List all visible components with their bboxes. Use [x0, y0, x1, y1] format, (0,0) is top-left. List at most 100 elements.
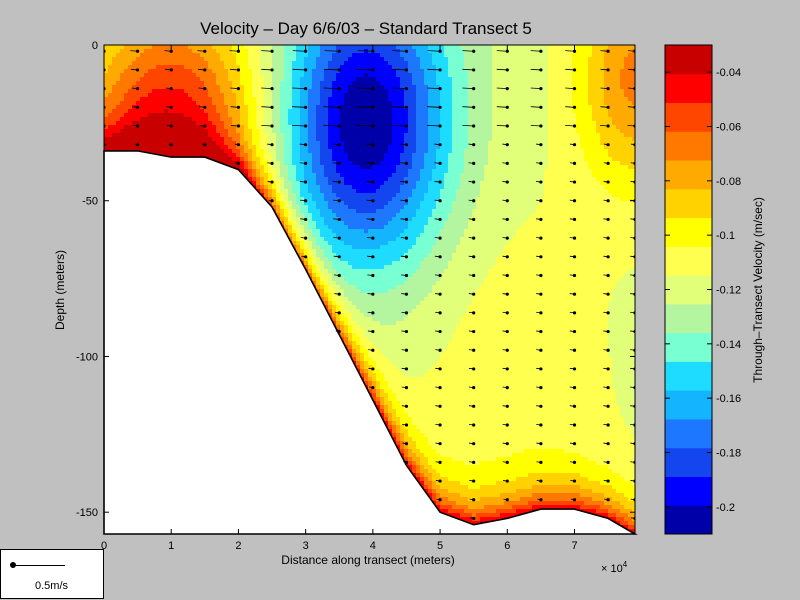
velocity-cell [248, 141, 253, 146]
velocity-cell [156, 145, 161, 150]
velocity-cell [108, 141, 113, 146]
velocity-cell [116, 109, 121, 114]
velocity-cell [208, 133, 213, 138]
velocity-cell [192, 57, 197, 62]
velocity-cell [104, 97, 109, 102]
velocity-cell [224, 137, 229, 142]
velocity-cell [208, 53, 213, 58]
velocity-cell [256, 57, 261, 62]
velocity-cell [172, 145, 177, 150]
velocity-cell [188, 105, 193, 110]
velocity-cell [204, 77, 209, 82]
velocity-cell [232, 97, 237, 102]
velocity-cell [252, 161, 257, 166]
velocity-cell [108, 129, 113, 134]
velocity-cell [160, 69, 165, 74]
velocity-cell [204, 137, 209, 142]
velocity-cell [164, 53, 169, 58]
velocity-cell [244, 97, 249, 102]
velocity-cell [124, 73, 129, 78]
velocity-cell [228, 101, 233, 106]
velocity-cell [260, 109, 265, 114]
velocity-cell [212, 117, 217, 122]
velocity-cell [192, 153, 197, 158]
velocity-cell [116, 73, 121, 78]
velocity-cell [236, 145, 241, 150]
velocity-cell [188, 129, 193, 134]
velocity-cell [120, 117, 125, 122]
velocity-cell [148, 125, 153, 130]
velocity-cell [264, 57, 269, 62]
velocity-cell [192, 45, 197, 50]
velocity-cell [132, 101, 137, 106]
velocity-cell [244, 61, 249, 66]
velocity-cell [244, 157, 249, 162]
velocity-cell [208, 97, 213, 102]
velocity-cell [144, 73, 149, 78]
velocity-cell [140, 101, 145, 106]
velocity-cell [112, 77, 117, 82]
velocity-cell [124, 53, 129, 58]
velocity-cell [208, 153, 213, 158]
velocity-cell [248, 113, 253, 118]
velocity-cell [132, 77, 137, 82]
velocity-cell [264, 125, 269, 130]
velocity-cell [104, 137, 109, 142]
velocity-cell [164, 49, 169, 54]
velocity-cell [212, 57, 217, 62]
velocity-cell [144, 137, 149, 142]
velocity-cell [236, 165, 241, 170]
velocity-cell [132, 97, 137, 102]
velocity-cell [132, 133, 137, 138]
velocity-cell [112, 109, 117, 114]
velocity-cell [220, 137, 225, 142]
velocity-cell [180, 121, 185, 126]
velocity-cell [228, 137, 233, 142]
velocity-cell [160, 65, 165, 70]
velocity-cell [152, 105, 157, 110]
velocity-cell [184, 133, 189, 138]
velocity-cell [212, 105, 217, 110]
velocity-cell [152, 89, 157, 94]
velocity-cell [116, 101, 121, 106]
velocity-cell [176, 149, 181, 154]
velocity-cell [220, 145, 225, 150]
velocity-cell [252, 53, 257, 58]
velocity-cell [148, 45, 153, 50]
velocity-cell [260, 149, 265, 154]
velocity-cell [164, 61, 169, 66]
velocity-cell [196, 109, 201, 114]
velocity-cell [144, 113, 149, 118]
velocity-cell [224, 45, 229, 50]
velocity-cell [228, 145, 233, 150]
velocity-cell [160, 129, 165, 134]
velocity-cell [176, 137, 181, 142]
velocity-cell [200, 89, 205, 94]
velocity-cell [248, 97, 253, 102]
velocity-cell [252, 117, 257, 122]
velocity-cell [216, 57, 221, 62]
velocity-cell [152, 97, 157, 102]
velocity-cell [140, 57, 145, 62]
velocity-cell [200, 121, 205, 126]
velocity-cell [176, 153, 181, 158]
velocity-cell [160, 61, 165, 66]
velocity-cell [156, 137, 161, 142]
velocity-cell [204, 73, 209, 78]
velocity-cell [184, 73, 189, 78]
velocity-cell [208, 113, 213, 118]
velocity-cell [212, 149, 217, 154]
velocity-cell [188, 69, 193, 74]
velocity-cell [256, 177, 261, 182]
velocity-cell [252, 45, 257, 50]
velocity-cell [184, 53, 189, 58]
velocity-cell [148, 101, 153, 106]
velocity-cell [220, 153, 225, 158]
velocity-cell [240, 81, 245, 86]
velocity-cell [168, 61, 173, 66]
velocity-cell [188, 113, 193, 118]
velocity-cell [220, 61, 225, 66]
velocity-cell [252, 121, 257, 126]
velocity-cell [224, 141, 229, 146]
velocity-cell [164, 113, 169, 118]
